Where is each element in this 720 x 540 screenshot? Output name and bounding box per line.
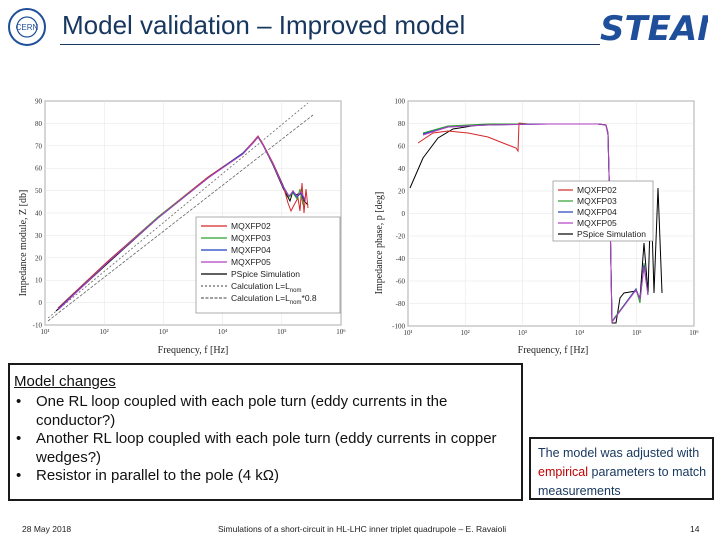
x-tick-label: 10⁵ [632,329,642,337]
slide-title: Model validation – Improved model [62,10,466,40]
y-tick-label: 80 [35,120,43,128]
calc-line-nominal [47,102,309,319]
footer-title: Simulations of a short-circuit in HL-LHC… [218,524,507,534]
page-number: 14 [690,524,700,534]
y-tick-label: -10 [33,322,43,330]
x-tick-label: 10⁶ [336,328,346,336]
legend-label: PSpice Simulation [577,229,646,239]
legend-label: MQXFP03 [231,233,271,243]
x-tick-label: 10⁴ [575,329,585,337]
x-tick-label: 10⁴ [218,328,228,336]
y-tick-label: 10 [35,277,43,285]
legend-label: MQXFP02 [231,221,271,231]
legend-label: MQXFP03 [577,196,617,206]
legend-label: MQXFP04 [231,245,271,255]
model-note-box: The model was adjusted with empirical pa… [529,437,714,500]
model-note-text: The model was adjusted with empirical pa… [538,446,707,498]
y-tick-label: 0 [39,299,43,307]
legend-box [195,216,341,314]
legend-label: PSpice Simulation [231,269,300,279]
y-tick-label: 70 [35,142,43,150]
footer-date: 28 May 2018 [22,524,72,534]
y-tick-label: 0 [402,210,406,218]
y-tick-label: -40 [396,255,406,263]
steam-logo: STEAM [600,9,708,46]
legend-label: MQXFP05 [577,218,617,228]
impedance-phase-chart: 100 80 60 40 20 0 -20 -40 -60 -80 -100 10¹ 10² 10³ 10… [374,98,699,357]
y-tick-label: 40 [35,210,43,218]
phase-y-axis-label: Impedance phase, p [deg] [374,192,385,295]
y-tick-label: 80 [398,120,406,128]
x-tick-label: 10⁵ [277,328,287,336]
x-axis-label: Frequency, f [Hz] [158,345,229,356]
legend-label: MQXFP02 [577,185,617,195]
phase-legend-box [552,180,654,242]
calc-line-scaled [47,114,314,322]
y-tick-label: 50 [35,187,43,195]
x-tick-label: 10³ [518,329,527,337]
legend-label: MQXFP04 [577,207,617,217]
x-tick-label: 10² [100,328,109,336]
phase-x-axis-label: Frequency, f [Hz] [518,345,589,356]
y-tick-label: 40 [398,165,406,173]
mqxfp05-curve [57,136,306,311]
y-tick-label: -100 [392,323,405,331]
y-tick-label: 60 [398,143,406,151]
svg-text:STEAM: STEAM [600,9,708,46]
y-tick-label: -80 [396,300,406,308]
legend-label: Calculation L=Lnom [231,281,302,294]
svg-text:CERN: CERN [16,23,39,32]
y-axis-label: Impedance module, Z [db] [18,190,29,297]
y-tick-label: 30 [35,232,43,240]
y-tick-label: 20 [398,188,406,196]
y-tick-label: 100 [395,98,406,106]
y-tick-label: 90 [35,98,43,106]
x-tick-label: 10² [461,329,470,337]
phase-mqxfp05-curve [422,123,649,324]
model-changes-list: • One RL loop coupled with each pole turn… [14,393,514,486]
legend-label: MQXFP05 [231,257,271,267]
y-tick-label: -60 [396,278,406,286]
y-tick-label: -20 [396,233,406,241]
list-item: • Another RL loop coupled with each pole … [16,430,497,466]
model-changes-heading: Model changes [14,373,116,390]
phase-pspice-curve [409,123,663,324]
x-tick-label: 10³ [159,328,168,336]
model-changes-box: Model changes • One RL loop coupled with … [8,363,523,501]
x-tick-label: 10¹ [403,329,412,337]
x-tick-label: 10¹ [40,328,49,336]
list-item: • Resistor in parallel to the pole (4 kΩ) [16,467,279,484]
cern-logo: CERN [8,8,46,46]
y-tick-label: 60 [35,165,43,173]
list-item: • One RL loop coupled with each pole turn… [16,393,448,429]
x-tick-label: 10⁶ [689,329,699,337]
impedance-module-chart: 90 80 70 60 50 40 30 20 10 0 -10 10¹ 10² 10³ 10⁴ 10⁵ 10… [18,98,346,357]
y-tick-label: 20 [35,254,43,262]
title-underline [60,44,600,45]
